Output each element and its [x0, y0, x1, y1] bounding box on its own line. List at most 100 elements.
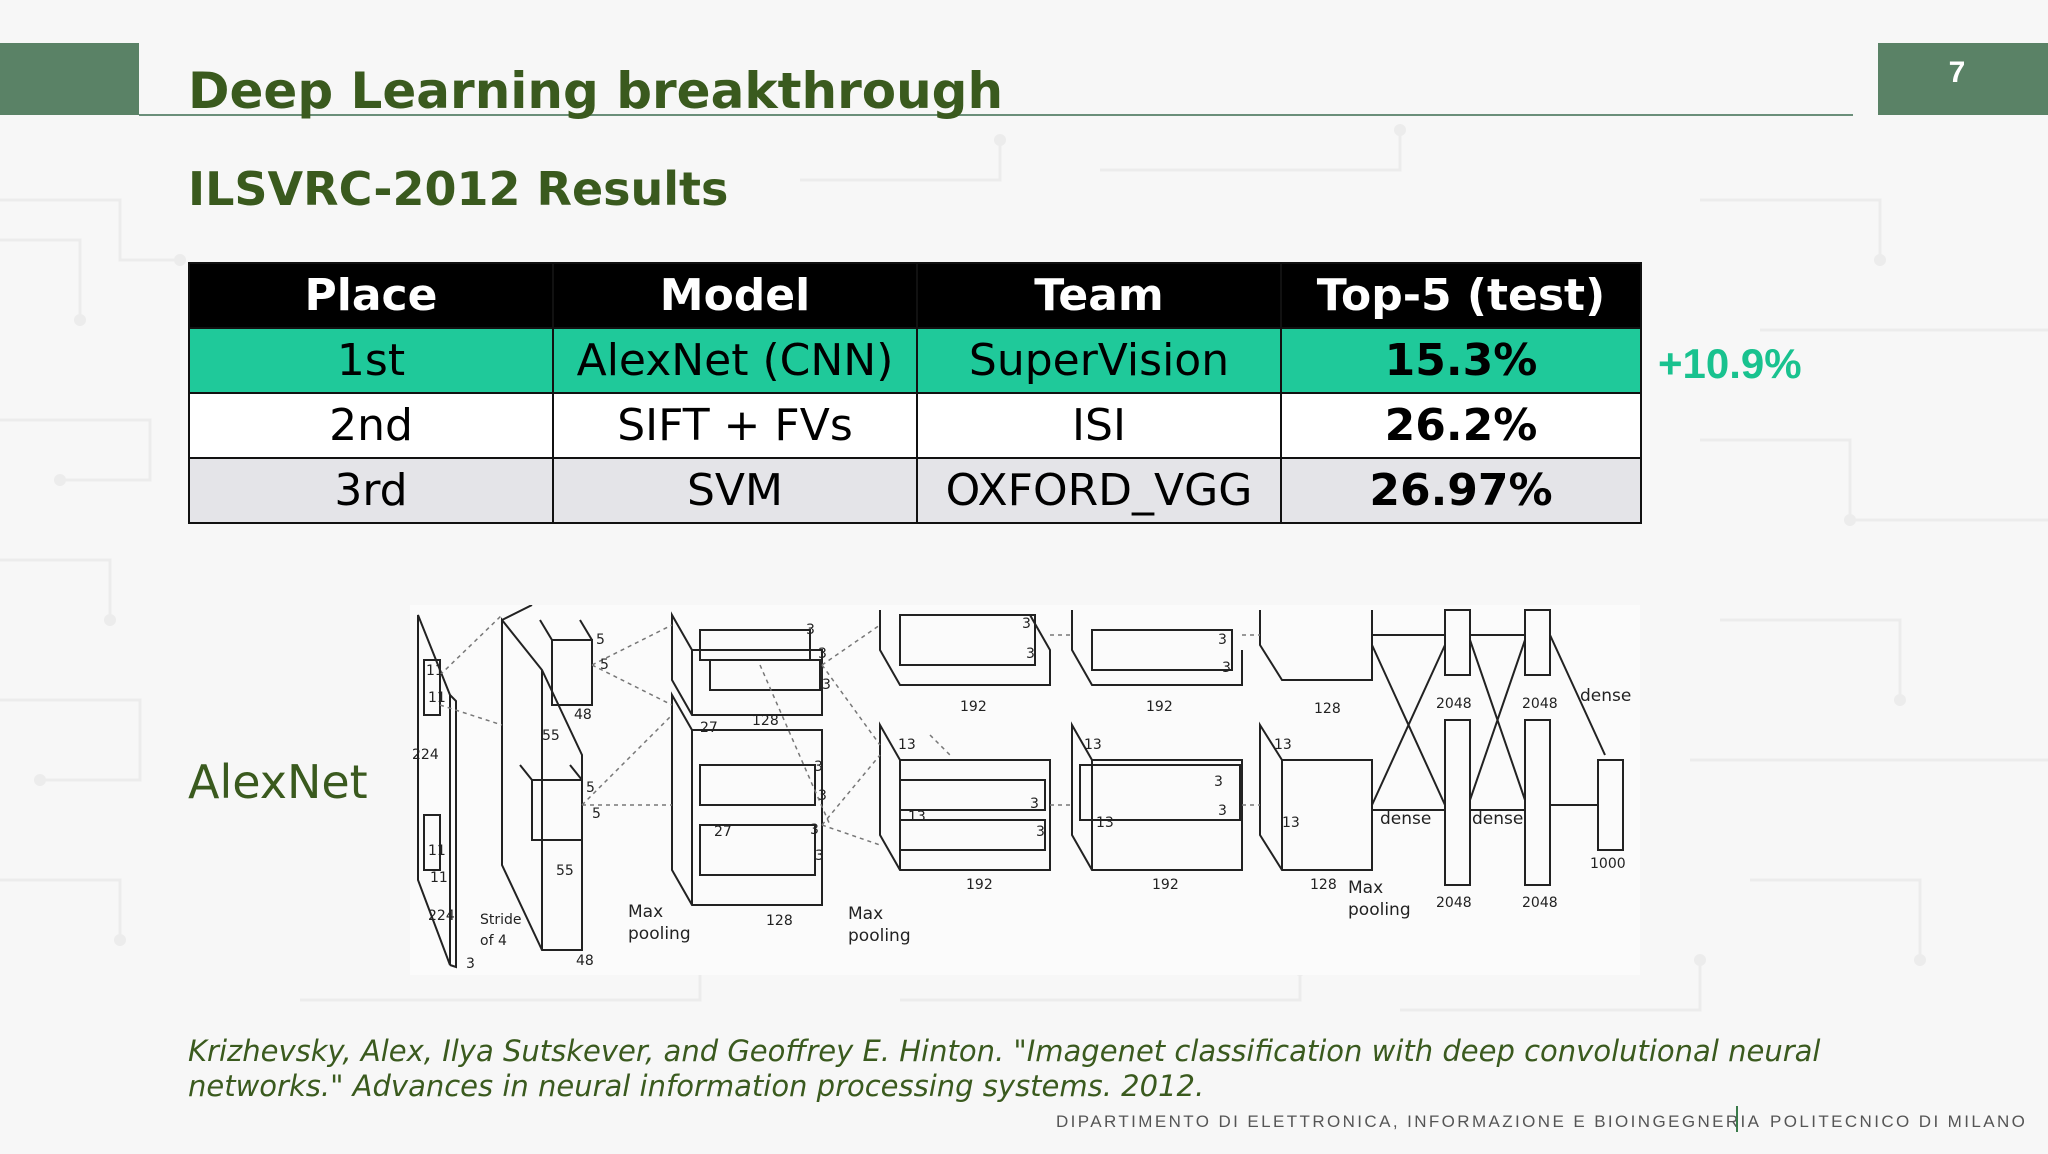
label-13-e: 13: [1274, 737, 1292, 753]
label-13-c: 13: [1084, 737, 1102, 753]
page-number-badge: 7: [1878, 43, 2048, 115]
label-48-b: 48: [576, 953, 594, 969]
conv1-top-box: [551, 639, 593, 706]
label-5-a: 5: [596, 632, 605, 648]
table-row: 2nd SIFT + FVs ISI 26.2%: [188, 392, 1642, 459]
footer-separator: [1736, 1106, 1738, 1132]
conv1-bottom-box: [531, 779, 583, 841]
label-192-a: 192: [960, 699, 987, 715]
table-row: 1st AlexNet (CNN) SuperVision 15.3%: [188, 327, 1642, 394]
table-row: 3rd SVM OXFORD_VGG 26.97%: [188, 457, 1642, 524]
cell-place: 3rd: [188, 457, 554, 524]
label-3-g: 3: [815, 848, 824, 864]
fc7-bottom: [1524, 719, 1551, 886]
conv3-top: [879, 610, 1051, 686]
fc6-bottom: [1444, 719, 1471, 886]
label-max-1: Max: [628, 902, 663, 922]
label-max-2: Max: [848, 904, 883, 924]
label-2048-b: 2048: [1522, 696, 1558, 712]
label-of4: of 4: [480, 933, 507, 949]
cell-team: ISI: [916, 392, 1282, 459]
label-27-a: 27: [700, 720, 718, 736]
alexnet-label: AlexNet: [188, 755, 368, 809]
label-3-o: 3: [1218, 803, 1227, 819]
label-11-c: 11: [428, 843, 446, 859]
label-dense-a: dense: [1580, 686, 1631, 706]
label-3-m: 3: [1222, 660, 1231, 676]
label-48-a: 48: [574, 707, 592, 723]
label-128-b: 128: [766, 913, 793, 929]
cell-model: SIFT + FVs: [552, 392, 918, 459]
label-5-b: 5: [600, 657, 609, 673]
cell-score: 15.3%: [1280, 327, 1642, 394]
label-128-a: 128: [752, 713, 779, 729]
label-pooling-1: pooling: [628, 924, 691, 944]
title-underline: [139, 114, 1853, 116]
fc6-top: [1444, 609, 1471, 676]
label-3-a: 3: [806, 622, 815, 638]
label-3-b: 3: [818, 646, 827, 662]
label-3-e: 3: [818, 788, 827, 804]
label-max-3: Max: [1348, 878, 1383, 898]
cell-place: 2nd: [188, 392, 554, 459]
label-3-h: 3: [1022, 616, 1031, 632]
label-224: 224: [412, 747, 439, 763]
footer-department: DIPARTIMENTO DI ELETTRONICA, INFORMAZION…: [1056, 1112, 1762, 1131]
header-top5: Top-5 (test): [1280, 262, 1642, 329]
label-3-c: 3: [822, 677, 831, 693]
header-place: Place: [188, 262, 554, 329]
cell-score: 26.2%: [1280, 392, 1642, 459]
label-3-n: 3: [1214, 774, 1223, 790]
label-27-b: 27: [714, 824, 732, 840]
cell-place: 1st: [188, 327, 554, 394]
fc8-output: [1597, 759, 1624, 851]
label-13-d: 13: [1096, 815, 1114, 831]
label-stride: Stride: [480, 912, 522, 928]
label-3-j: 3: [1030, 796, 1039, 812]
alexnet-architecture-diagram: 224 224 11 11 11 11 3 Stride of 4 5 5 5 …: [410, 605, 1640, 975]
label-11-b: 11: [428, 690, 446, 706]
conv4-top: [1071, 610, 1243, 686]
label-1000: 1000: [1590, 856, 1626, 872]
label-pooling-3: pooling: [1348, 900, 1411, 920]
conv2-bottom: [671, 691, 823, 906]
input-kernel-bottom: [423, 814, 441, 871]
label-3-k: 3: [1036, 824, 1045, 840]
table-header-row: Place Model Team Top-5 (test): [188, 262, 1642, 329]
label-2048-a: 2048: [1436, 696, 1472, 712]
label-55-b: 55: [556, 863, 574, 879]
label-3-d: 3: [814, 759, 823, 775]
slide-subtitle: ILSVRC-2012 Results: [188, 162, 729, 216]
label-3-f: 3: [810, 822, 819, 838]
label-5-c: 5: [586, 780, 595, 796]
fc7-top: [1524, 609, 1551, 676]
label-128-d: 128: [1310, 877, 1337, 893]
label-11-d: 11: [430, 870, 448, 886]
label-3-i: 3: [1026, 646, 1035, 662]
cell-model: SVM: [552, 457, 918, 524]
label-2048-d: 2048: [1522, 895, 1558, 911]
cell-team: OXFORD_VGG: [916, 457, 1282, 524]
label-192-b: 192: [966, 877, 993, 893]
page-number: 7: [1948, 56, 1966, 89]
header-team: Team: [916, 262, 1282, 329]
conv5-top: [1259, 610, 1373, 681]
label-3-input: 3: [466, 956, 475, 972]
label-3-l: 3: [1218, 632, 1227, 648]
cell-score: 26.97%: [1280, 457, 1642, 524]
cell-model: AlexNet (CNN): [552, 327, 918, 394]
label-13-a: 13: [898, 737, 916, 753]
results-table: Place Model Team Top-5 (test) 1st AlexNe…: [188, 262, 1642, 524]
label-192-c: 192: [1146, 699, 1173, 715]
label-128-c: 128: [1314, 701, 1341, 717]
label-13-f: 13: [1282, 815, 1300, 831]
label-5-d: 5: [592, 806, 601, 822]
label-dense-c: dense: [1472, 809, 1523, 829]
citation: Krizhevsky, Alex, Ilya Sutskever, and Ge…: [188, 1034, 1821, 1103]
header-accent-block: [0, 43, 139, 115]
label-55-a: 55: [542, 728, 560, 744]
improvement-delta: +10.9%: [1658, 340, 1802, 387]
input-kernel-top: [423, 659, 441, 716]
header-model: Model: [552, 262, 918, 329]
cell-team: SuperVision: [916, 327, 1282, 394]
